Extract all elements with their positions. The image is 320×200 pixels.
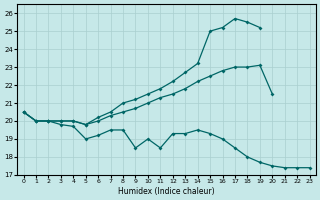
X-axis label: Humidex (Indice chaleur): Humidex (Indice chaleur) — [118, 187, 215, 196]
